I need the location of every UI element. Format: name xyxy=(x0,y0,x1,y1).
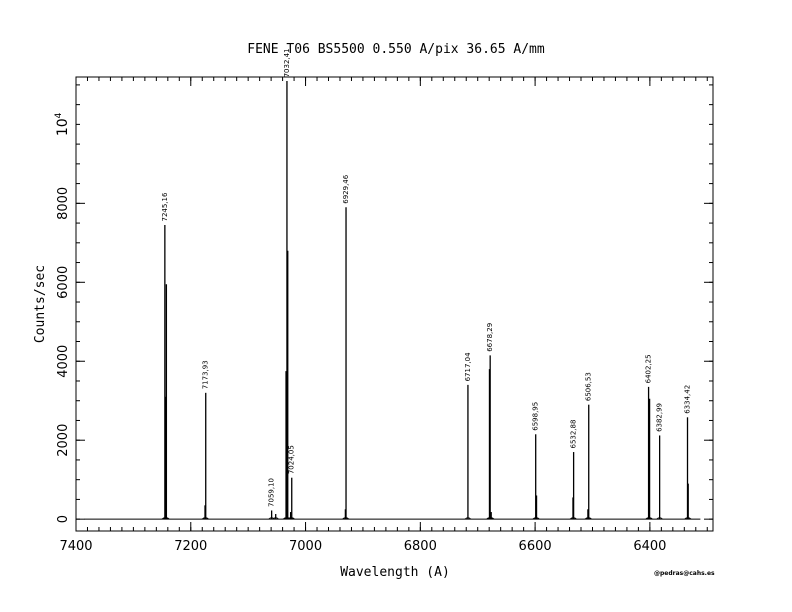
peak-label: 6678,29 xyxy=(486,323,494,352)
emission-line-base xyxy=(464,517,472,520)
x-tick-label: 6600 xyxy=(519,539,552,554)
peak-label: 6717,04 xyxy=(464,352,472,381)
emission-line-base xyxy=(487,517,495,520)
y-tick-label: 2000 xyxy=(56,424,71,457)
emission-line-base xyxy=(272,517,279,520)
y-tick-label: 8000 xyxy=(56,187,71,220)
peak-label: 7059,10 xyxy=(268,478,276,507)
peak-label: 6506,53 xyxy=(585,372,593,401)
emission-line-base xyxy=(684,517,692,520)
x-tick-label: 7200 xyxy=(174,539,207,554)
y-axis-scale-exponent: 4 xyxy=(54,112,64,118)
spectrum-series xyxy=(84,80,701,520)
y-axis-scale-label: 104 xyxy=(54,112,71,136)
plot-frame xyxy=(75,76,714,532)
emission-line-base xyxy=(569,517,577,520)
minor-ticks xyxy=(75,77,713,531)
emission-line-base xyxy=(342,517,349,520)
y-tick-label: 0 xyxy=(56,515,71,523)
peak-label: 6382,99 xyxy=(656,403,664,432)
x-tick-label: 7400 xyxy=(59,539,92,554)
x-tick-label: 6400 xyxy=(633,539,666,554)
peak-label: 6532,88 xyxy=(570,420,578,449)
y-tick-label: 4000 xyxy=(56,345,71,378)
peak-label: 7173,93 xyxy=(202,360,210,389)
emission-line-base xyxy=(486,517,493,520)
y-axis-label: Counts/sec xyxy=(33,265,48,343)
emission-line-base xyxy=(287,517,294,520)
peak-label: 7245,16 xyxy=(161,192,169,221)
peak-label: 7024,05 xyxy=(288,445,296,474)
x-axis-label: Wavelength (A) xyxy=(340,565,450,580)
peak-label: 6402,25 xyxy=(645,354,653,383)
emission-line-base xyxy=(163,517,170,520)
peak-label: 7032,41 xyxy=(283,48,291,77)
credit-text: @pedras@cahs.es xyxy=(654,570,715,577)
emission-line-base xyxy=(646,517,653,520)
emission-line-base xyxy=(268,517,275,520)
x-tick-label: 7000 xyxy=(289,539,322,554)
chart-title: FENE T06 BS5500 0.550 A/pix 36.65 A/mm xyxy=(247,42,545,57)
emission-line-base xyxy=(656,517,663,520)
y-axis: 0 2000 4000 6000 8000 xyxy=(56,187,713,523)
emission-line-base xyxy=(584,517,592,520)
y-tick-label: 6000 xyxy=(56,266,71,299)
peak-label: 6929,46 xyxy=(342,174,350,203)
peak-label: 6334,42 xyxy=(684,385,692,414)
emission-line-base xyxy=(201,517,209,520)
y-axis-scale-base: 10 xyxy=(55,118,71,136)
peak-label: 6598,95 xyxy=(532,402,540,431)
emission-line-base xyxy=(533,517,540,520)
peak-labels: 7245,16 7173,93 7059,10 7032,41 7024,05 6929,… xyxy=(161,48,692,506)
x-axis: 7400 7200 7000 6800 6600 6400 xyxy=(59,77,666,554)
x-tick-label: 6800 xyxy=(404,539,437,554)
